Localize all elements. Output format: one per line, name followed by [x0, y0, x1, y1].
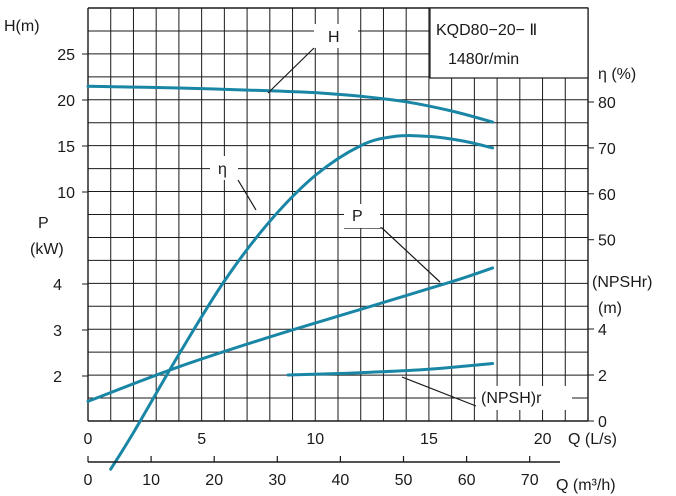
q-m3h-tick-label: 30	[268, 472, 286, 489]
head-tick-label: 15	[57, 139, 75, 156]
q-m3h-tick-label: 50	[395, 472, 413, 489]
q-ls-tick-label: 15	[420, 431, 438, 448]
p-leader-line	[344, 227, 441, 283]
power-curve	[86, 266, 495, 403]
x-axis-label-ls: Q (L/s)	[568, 431, 617, 448]
p-series-label: P	[352, 208, 363, 225]
eff-tick-label: 50	[598, 233, 616, 250]
h-label-box	[314, 24, 358, 48]
q-m3h-tick-label: 40	[332, 472, 350, 489]
power-tick-label: 2	[53, 369, 62, 386]
power-tick-label: 3	[53, 323, 62, 340]
head-curve	[86, 84, 495, 124]
eta-label-box	[210, 156, 238, 180]
eta-leader-line	[237, 179, 257, 211]
q-ls-tick-label: 0	[84, 431, 93, 448]
q-ls-tick-label: 20	[534, 431, 552, 448]
npsh-label-box	[476, 386, 572, 410]
q-ls-tick-label: 10	[306, 431, 324, 448]
q-m3h-tick-label: 10	[142, 472, 160, 489]
efficiency-curve	[109, 134, 495, 471]
npsh-tick-label: 0	[598, 414, 607, 431]
q-m3h-tick-label: 60	[458, 472, 476, 489]
power-tick-label: 4	[53, 277, 62, 294]
npsh-tick-label: 2	[598, 368, 607, 385]
npsh-axis-label-2: (m)	[598, 300, 622, 317]
eff-tick-label: 60	[598, 187, 616, 204]
q-m3h-tick-label: 20	[205, 472, 223, 489]
eff-tick-label: 70	[598, 141, 616, 158]
title-box	[429, 7, 589, 79]
npsh-axis-label-1: (NPSHr)	[592, 274, 652, 291]
power-axis-label-1: P	[38, 215, 49, 232]
eta-series-label: η	[218, 161, 227, 178]
chart-title: KQD80−20− Ⅱ	[436, 22, 537, 39]
chart-subtitle: 1480r/min	[448, 51, 519, 68]
npsh-curve	[286, 362, 495, 377]
power-axis-label-2: (kW)	[30, 241, 64, 258]
npsh-tick-label: 4	[598, 322, 607, 339]
series-callouts: H η P (NPSH)r	[210, 24, 572, 410]
npsh-series-label: (NPSH)r	[481, 390, 542, 407]
efficiency-axis-label: η (%)	[598, 66, 636, 83]
head-tick-label: 25	[57, 47, 75, 64]
x-axis-label-m3h: Q (m³/h)	[556, 477, 616, 494]
q-m3h-tick-label: 0	[84, 472, 93, 489]
q-ls-tick-label: 5	[197, 431, 206, 448]
head-tick-label: 20	[57, 93, 75, 110]
chart-curves	[86, 84, 495, 471]
head-tick-label: 10	[57, 185, 75, 202]
q-m3h-tick-label: 70	[521, 472, 539, 489]
h-series-label: H	[328, 29, 340, 46]
npsh-leader-line	[401, 376, 477, 407]
p-label-box	[344, 204, 380, 228]
eff-tick-label: 80	[598, 95, 616, 112]
head-axis-label: H(m)	[4, 18, 40, 35]
h-leader-line	[267, 47, 315, 94]
